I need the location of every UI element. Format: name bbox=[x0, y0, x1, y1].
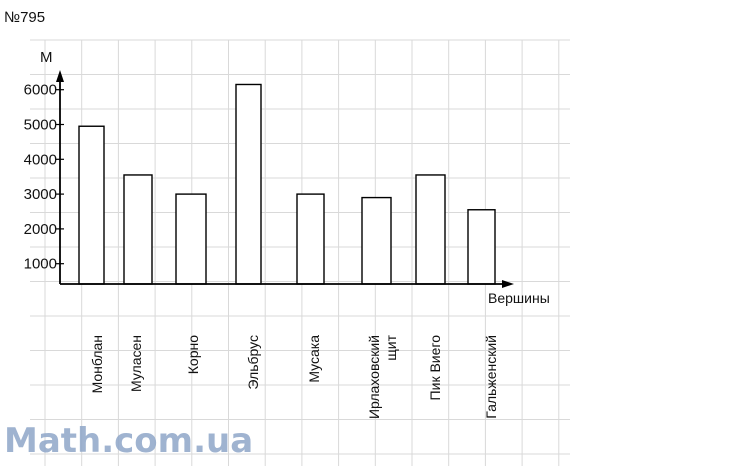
x-axis-label: Вершины bbox=[488, 290, 550, 306]
y-tick-label: 4000 bbox=[24, 151, 57, 168]
category-label-line: Эльбрус bbox=[245, 335, 261, 390]
y-tick-label: 6000 bbox=[24, 82, 57, 99]
problem-number: №795 bbox=[4, 9, 45, 26]
category-label-line: щит bbox=[383, 334, 399, 360]
bar bbox=[78, 125, 105, 285]
category-label: Корно bbox=[185, 335, 201, 374]
category-label: Гальженский bbox=[483, 335, 499, 419]
category-label: Монблан bbox=[89, 335, 105, 393]
y-axis-label: М bbox=[40, 49, 53, 66]
bar bbox=[361, 196, 392, 285]
category-label-line: Мулаcен bbox=[128, 335, 144, 392]
category-label: Мусака bbox=[306, 335, 322, 383]
y-axis-arrow bbox=[56, 70, 64, 82]
bar bbox=[123, 174, 153, 285]
axes bbox=[56, 70, 514, 288]
category-label-line: Мусака bbox=[306, 335, 322, 383]
category-label: Пик Виего bbox=[427, 335, 443, 401]
category-label-line: Монблан bbox=[89, 335, 105, 393]
category-label: Эльбрус bbox=[245, 335, 261, 390]
y-tick-label: 1000 bbox=[24, 256, 57, 273]
category-label-line: Гальженский bbox=[483, 335, 499, 419]
bar bbox=[235, 83, 262, 285]
bar bbox=[415, 174, 446, 285]
category-label: Ирлаховский щит bbox=[366, 334, 399, 419]
category-labels: Монблан Мулаcен Корно Эльбрус Мусака Ирлаховс… bbox=[89, 334, 499, 419]
y-tick-label: 5000 bbox=[24, 117, 57, 134]
bar bbox=[175, 193, 207, 285]
category-label-line: Корно bbox=[185, 335, 201, 374]
watermark: Math.com.ua bbox=[4, 421, 253, 461]
bar bbox=[296, 193, 325, 285]
category-label: Мулаcен bbox=[128, 335, 144, 392]
category-label-line: Пик Виего bbox=[427, 335, 443, 401]
y-tick-label: 2000 bbox=[24, 221, 57, 238]
x-axis-arrow bbox=[502, 280, 514, 288]
bars bbox=[78, 83, 496, 285]
bar bbox=[467, 209, 496, 285]
y-tick-labels: 1000 2000 3000 4000 5000 6000 bbox=[24, 82, 57, 273]
y-tick-label: 3000 bbox=[24, 186, 57, 203]
category-label-line: Ирлаховский bbox=[366, 335, 382, 419]
